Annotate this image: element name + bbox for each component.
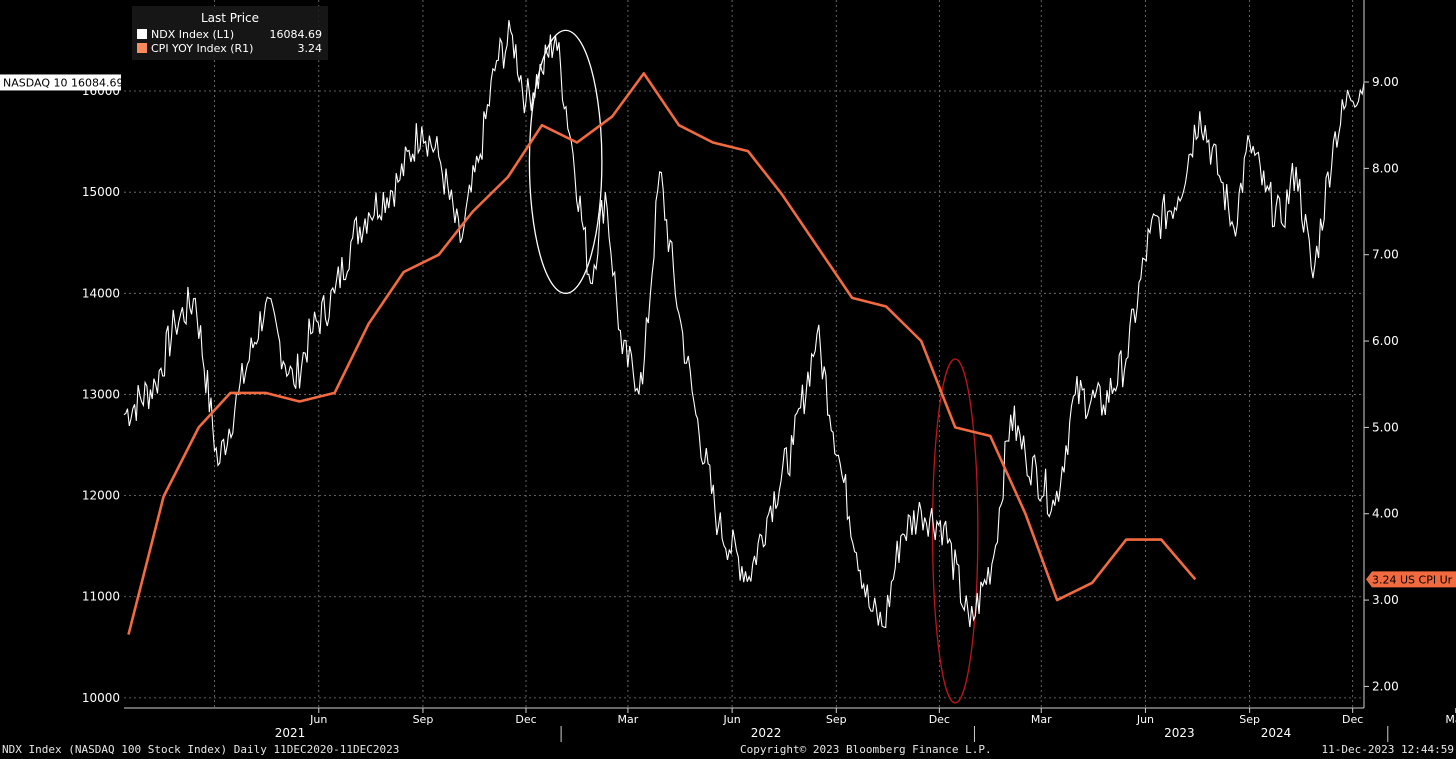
x-tick-label: Jun [309,713,327,726]
series-line-ndx [123,20,1365,629]
x-tick-label: Sep [826,713,847,726]
left-tick-label: 11000 [82,590,120,604]
year-label: 2022 [751,726,782,740]
right-tick-label: 4.00 [1372,507,1399,521]
left-tick-label: 12000 [82,489,120,503]
right-tick-label: 9.00 [1372,75,1399,89]
legend-swatch [137,43,147,53]
footer-timestamp: 11-Dec-2023 12:44:59 [1321,743,1454,756]
x-tick-label: Mar [1031,713,1052,726]
footer-left: NDX Index (NASDAQ 100 Stock Index) Daily… [2,743,400,756]
left-value-tag: NASDAQ 10 16084.69 [3,76,123,89]
legend: Last Price NDX Index (L1) 16084.69 CPI YOY … [132,6,328,60]
right-tick-label: 6.00 [1372,334,1399,348]
x-tick-label: Sep [413,713,434,726]
x-tick-label: Jun [1136,713,1154,726]
right-tick-label: 7.00 [1372,248,1399,262]
right-tick-label: 2.00 [1372,679,1399,693]
footer-copyright: Copyright© 2023 Bloomberg Finance L.P. [740,743,992,756]
x-tick-label: Jun [723,713,741,726]
right-tick-label: 5.00 [1372,420,1399,434]
right-tick-label: 8.00 [1372,161,1399,175]
year-label: 2024 [1261,726,1292,740]
left-tick-label: 14000 [82,286,120,300]
year-label: 2021 [275,726,306,740]
right-tick-label: 3.00 [1372,593,1399,607]
annotations [528,29,979,704]
x-tick-label: Mar [1445,713,1456,726]
series-lines [123,20,1365,635]
right-value-tag-box [1366,571,1456,588]
left-value-tag-box [0,74,121,91]
legend-box [132,6,328,60]
legend-value: 16084.69 [270,28,323,41]
grid [124,0,1364,708]
legend-label: NDX Index (L1) [151,28,234,41]
year-label: 2023 [1164,726,1195,740]
x-tick-label: Dec [929,713,950,726]
legend-swatch [137,29,147,39]
x-tick-label: Dec [515,713,536,726]
legend-label: CPI YOY Index (R1) [151,42,253,55]
red-ellipse-annotation [931,358,979,704]
left-tick-label: 13000 [82,387,120,401]
value-tags: NASDAQ 10 16084.69 3.24 US CPI Ur [0,74,1456,588]
left-tick-label: 15000 [82,185,120,199]
x-tick-label: Mar [618,713,639,726]
x-tick-label: Dec [1342,713,1363,726]
legend-value: 3.24 [298,42,323,55]
left-tick-label: 10000 [82,691,120,705]
series-line-cpi [127,72,1197,635]
x-tick-label: Sep [1239,713,1260,726]
right-value-tag: 3.24 US CPI Ur [1372,573,1453,586]
legend-title: Last Price [201,11,259,25]
white-ellipse-annotation [528,29,603,294]
